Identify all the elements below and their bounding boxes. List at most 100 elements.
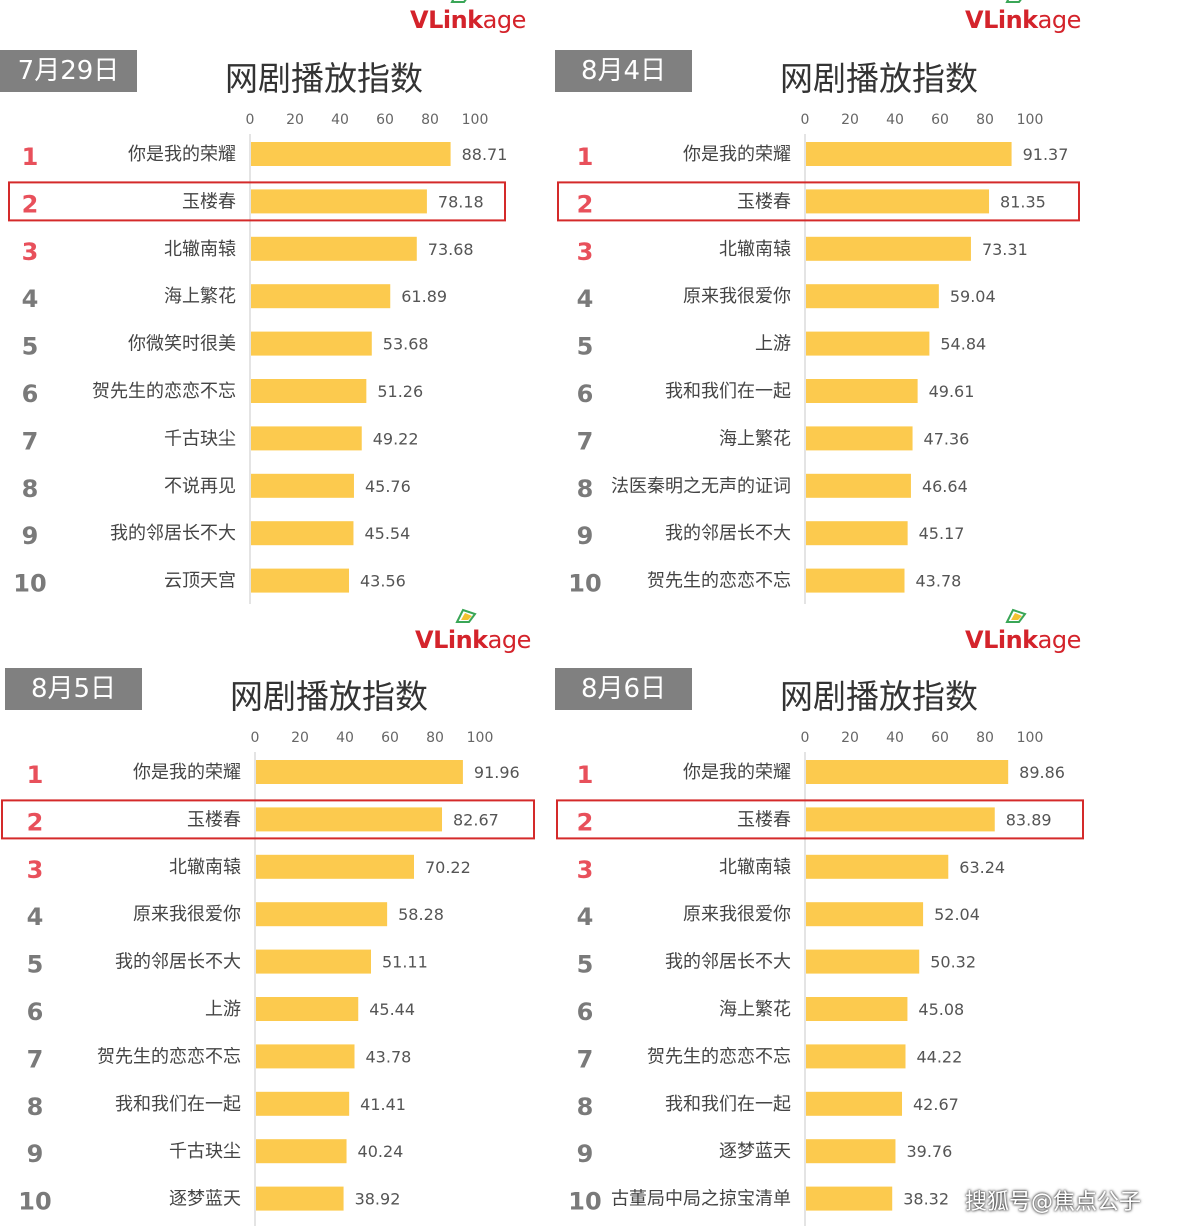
rank-number: 5 — [577, 951, 594, 979]
category-label: 你微笑时很美 — [128, 334, 236, 355]
rank-number: 1 — [27, 761, 44, 789]
vlinkage-logo: VLinkage — [965, 608, 1081, 654]
data-label: 49.61 — [929, 382, 975, 401]
bar — [256, 760, 463, 784]
rank-number: 2 — [27, 808, 44, 836]
data-label: 61.89 — [401, 287, 447, 306]
rank-number: 6 — [22, 380, 39, 408]
data-label: 53.68 — [383, 335, 429, 354]
bar — [251, 426, 362, 451]
x-tick-label: 40 — [886, 730, 904, 746]
category-label: 海上繁花 — [719, 428, 791, 449]
category-label: 我的邻居长不大 — [665, 523, 791, 544]
category-label: 北辙南辕 — [169, 857, 241, 878]
x-tick-label: 40 — [336, 730, 354, 746]
rank-number: 10 — [568, 1188, 601, 1216]
rank-number: 8 — [22, 475, 39, 503]
category-label: 千古玦尘 — [164, 428, 236, 449]
category-label: 上游 — [205, 999, 241, 1020]
rank-number: 3 — [577, 238, 594, 266]
chart-title: 网剧播放指数 — [230, 677, 428, 716]
chart-panel-1: VLinkage 7月29日 网剧播放指数 0 20 40 60 80 100 88.71 你… — [0, 0, 552, 604]
rank-number: 7 — [577, 1045, 594, 1073]
watermark: 搜狐号@焦点公子 — [965, 1190, 1142, 1215]
bar — [806, 902, 924, 927]
data-label: 47.36 — [924, 429, 970, 448]
highlight-box — [1, 799, 535, 840]
logo-flag-icon — [455, 608, 477, 623]
category-label: 你是我的荣耀 — [128, 144, 236, 165]
data-label: 52.04 — [934, 905, 980, 924]
data-label: 54.84 — [940, 335, 986, 354]
category-label: 海上繁花 — [719, 999, 791, 1020]
chart-panel-3: VLinkage 8月5日 网剧播放指数 0 20 40 60 80 100 91.96 你是… — [0, 608, 552, 1226]
bar — [251, 521, 354, 546]
rank-number: 9 — [22, 522, 39, 550]
bar-chart: 0 20 40 60 80 100 91.37 你是我的荣耀 1 81.35 玉楼春 2 73.31 北辙… — [557, 112, 1080, 604]
category-label: 你是我的荣耀 — [683, 762, 791, 783]
bar — [806, 284, 939, 309]
category-label: 我的邻居长不大 — [110, 523, 236, 544]
logo-text-bold: VLink — [415, 626, 488, 654]
category-label: 原来我很爱你 — [133, 904, 241, 925]
category-label: 我的邻居长不大 — [115, 952, 241, 973]
category-label: 贺先生的恋恋不忘 — [92, 380, 236, 402]
vlinkage-logo: VLinkage — [415, 608, 531, 654]
category-label: 逐梦蓝天 — [719, 1141, 791, 1162]
logo-text-bold: VLink — [965, 6, 1038, 34]
x-tick-label: 100 — [1017, 730, 1044, 746]
bar — [806, 1091, 903, 1116]
data-label: 59.04 — [950, 287, 996, 306]
data-label: 91.96 — [474, 763, 520, 782]
rank-number: 9 — [577, 522, 594, 550]
logo-text-rest: age — [482, 6, 527, 34]
rank-number: 9 — [27, 1140, 44, 1168]
data-label: 44.22 — [916, 1047, 962, 1066]
category-label: 我的邻居长不大 — [665, 952, 791, 973]
category-label: 法医秦明之无声的证词 — [611, 476, 791, 497]
rank-number: 8 — [577, 1093, 594, 1121]
bar — [806, 142, 1012, 166]
bar — [806, 997, 908, 1021]
bar — [806, 568, 905, 593]
bar — [806, 760, 1009, 784]
data-label: 50.32 — [930, 953, 976, 972]
bar — [256, 1044, 355, 1069]
category-label: 北辙南辕 — [719, 857, 791, 878]
x-tick-label: 0 — [251, 730, 260, 746]
chart-panel-2: VLinkage 8月4日 网剧播放指数 0 20 40 60 80 100 91.37 你是… — [555, 0, 1107, 604]
data-label: 43.56 — [360, 572, 406, 591]
x-tick-label: 60 — [931, 112, 949, 128]
x-tick-label: 20 — [286, 112, 304, 128]
category-label: 我和我们在一起 — [115, 1094, 241, 1115]
data-label: 51.26 — [377, 382, 423, 401]
data-label: 49.22 — [373, 429, 419, 448]
rank-number: 1 — [22, 143, 39, 171]
category-label: 北辙南辕 — [719, 239, 791, 260]
rank-number: 10 — [568, 570, 601, 598]
bar — [806, 854, 949, 879]
bar — [251, 331, 372, 356]
bar — [806, 473, 911, 498]
date-label: 7月29日 — [0, 50, 137, 92]
bar-chart: 0 20 40 60 80 100 91.96 你是我的荣耀 1 82.67 玉楼春 2 70.22 北辙… — [1, 730, 535, 1226]
logo-text-rest: age — [1037, 6, 1082, 34]
rank-number: 4 — [577, 285, 594, 313]
rank-number: 8 — [577, 475, 594, 503]
bar — [806, 949, 920, 974]
rank-number: 5 — [22, 333, 39, 361]
chart-title: 网剧播放指数 — [780, 677, 978, 716]
x-tick-label: 100 — [467, 730, 494, 746]
data-label: 40.24 — [358, 1142, 404, 1161]
rank-number: 7 — [22, 427, 39, 455]
x-tick-label: 100 — [1017, 112, 1044, 128]
bar — [256, 807, 443, 832]
data-label: 38.32 — [903, 1190, 949, 1209]
bar — [251, 142, 451, 166]
category-label: 原来我很爱你 — [683, 286, 791, 307]
date-label: 8月5日 — [5, 668, 142, 710]
bar — [256, 997, 359, 1021]
bar — [256, 1091, 350, 1116]
category-label: 贺先生的恋恋不忘 — [97, 1045, 241, 1067]
x-tick-label: 60 — [381, 730, 399, 746]
